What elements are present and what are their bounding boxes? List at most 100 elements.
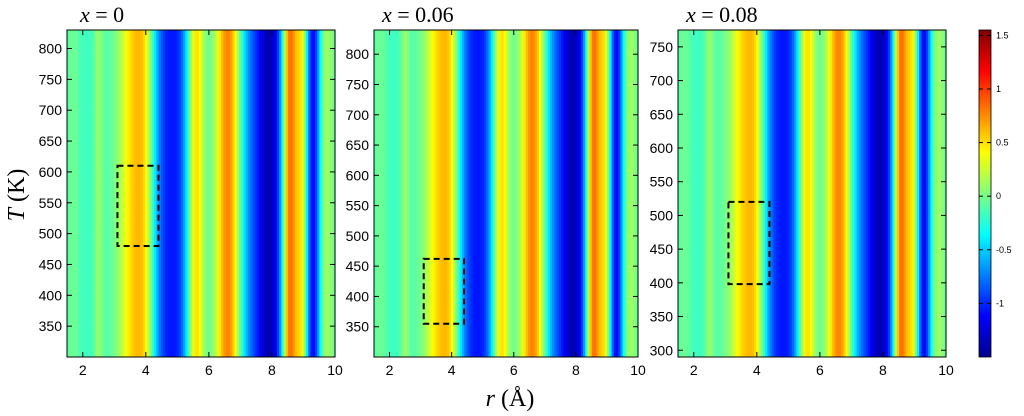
y-tick-label: 400	[650, 275, 674, 291]
heatmap-column	[932, 30, 936, 357]
heatmap-column	[209, 30, 213, 357]
heatmap-column	[695, 30, 699, 357]
heatmap-column	[722, 30, 726, 357]
heatmap-column	[624, 30, 628, 357]
heatmap-column	[843, 30, 847, 357]
heatmap-column	[894, 30, 898, 357]
heatmap-column	[314, 30, 318, 357]
heatmap-column	[481, 30, 485, 357]
heatmap-column	[232, 30, 236, 357]
heatmap-column	[69, 30, 73, 357]
heatmap-column	[613, 30, 617, 357]
heatmap-column	[276, 30, 280, 357]
y-tick-label: 300	[650, 342, 674, 358]
heatmap-column	[158, 30, 162, 357]
heatmap-column	[426, 30, 430, 357]
heatmap-column	[536, 30, 540, 357]
heatmap-column	[738, 30, 742, 357]
y-tick-label: 650	[39, 133, 63, 149]
colorbar-tick-label: 0	[996, 191, 1001, 201]
heatmap-column	[387, 30, 390, 357]
heatmap-column	[937, 30, 940, 357]
heatmap-column	[856, 30, 860, 357]
heatmap-column	[865, 30, 869, 357]
heatmap-column	[600, 30, 604, 357]
heatmap-column	[332, 30, 336, 357]
heatmap-column	[385, 30, 388, 357]
heatmap-column	[731, 30, 735, 357]
y-tick-label: 600	[39, 164, 63, 180]
heatmap-column	[774, 30, 777, 357]
heatmap-column	[733, 30, 737, 357]
heatmap-column	[109, 30, 113, 357]
heatmap-column	[259, 30, 262, 357]
heatmap-column	[629, 30, 632, 357]
heatmap-column	[96, 30, 99, 357]
heatmap-column	[98, 30, 102, 357]
heatmap-column	[380, 30, 384, 357]
heatmap-column	[879, 30, 882, 357]
heatmap-column	[317, 30, 320, 357]
heatmap-column	[319, 30, 323, 357]
heatmap-column	[807, 30, 811, 357]
heatmap-column	[836, 30, 840, 357]
heatmap-column	[943, 30, 947, 357]
heatmap-column	[782, 30, 786, 357]
heatmap-column	[207, 30, 211, 357]
heatmap-column	[720, 30, 724, 357]
panel-title: x = 0	[79, 2, 124, 27]
colorbar: 1.5 1 0.5 0 -0.5 -1	[978, 29, 1012, 358]
heatmap-column	[429, 30, 432, 357]
heatmap-column	[238, 30, 242, 357]
heatmap-column	[140, 30, 144, 357]
heatmap-column	[847, 30, 851, 357]
colorbar-tick-label: 0.5	[996, 138, 1009, 148]
x-tick-label: 4	[753, 362, 761, 378]
heatmap-column	[896, 30, 900, 357]
heatmap-column	[691, 30, 695, 357]
heatmap-column	[519, 30, 522, 357]
y-tick-label: 700	[39, 102, 63, 118]
heatmap-column	[591, 30, 595, 357]
heatmap-column	[941, 30, 945, 357]
heatmap-column	[497, 30, 500, 357]
y-tick-label: 450	[346, 258, 370, 274]
highlight-box	[727, 200, 771, 286]
heatmap-column	[156, 30, 160, 357]
x-tick-label: 4	[448, 362, 456, 378]
heatmap-column	[111, 30, 115, 357]
heatmap-column	[845, 30, 849, 357]
heatmap-column	[823, 30, 826, 357]
heatmap-column	[104, 30, 108, 357]
heatmap-column	[796, 30, 800, 357]
heatmap-column	[578, 30, 582, 357]
x-tick-label: 2	[386, 362, 394, 378]
heatmap-column	[241, 30, 245, 357]
heatmap-column	[265, 30, 269, 357]
heatmap-column	[919, 30, 923, 357]
heatmap-field	[374, 30, 639, 357]
heatmap-column	[785, 30, 789, 357]
heatmap-column	[321, 30, 325, 357]
y-tick-label: 800	[39, 41, 63, 57]
heatmap-column	[382, 30, 386, 357]
heatmap-column	[820, 30, 824, 357]
heatmap-column	[747, 30, 751, 357]
heatmap-column	[930, 30, 934, 357]
heatmap-column	[247, 30, 251, 357]
heatmap-column	[212, 30, 215, 357]
y-tick-label: 500	[39, 226, 63, 242]
heatmap-column	[700, 30, 704, 357]
colorbar-tick-label: 1.5	[996, 30, 1009, 40]
heatmap-column	[448, 30, 452, 357]
heatmap-column	[778, 30, 782, 357]
heatmap-column	[803, 30, 806, 357]
heatmap-column	[93, 30, 97, 357]
heatmap-column	[310, 30, 314, 357]
heatmap-column	[279, 30, 282, 357]
heatmap-column	[934, 30, 938, 357]
heatmap-column	[528, 30, 531, 357]
heatmap-column	[272, 30, 276, 357]
x-tick-label: 4	[142, 362, 150, 378]
heatmap-column	[169, 30, 173, 357]
